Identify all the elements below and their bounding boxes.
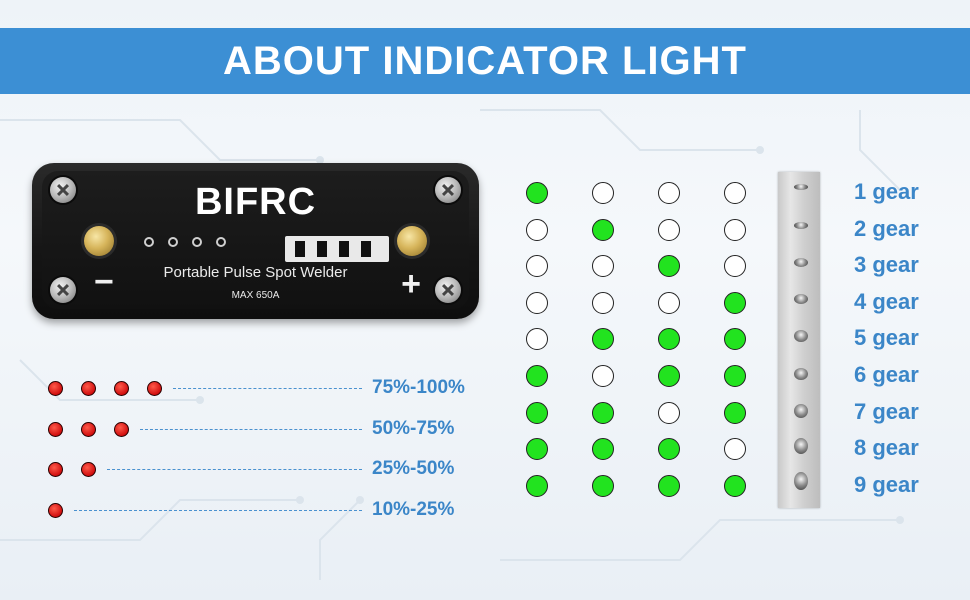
page-title: ABOUT INDICATOR LIGHT <box>223 38 747 83</box>
plus-sign: + <box>401 265 421 303</box>
gear-led-on <box>724 292 746 314</box>
gear-led-on <box>658 475 680 497</box>
weld-spot <box>794 222 808 229</box>
gear-led-off <box>526 219 548 241</box>
gear-label: 4 gear <box>854 289 919 314</box>
indicator-led <box>216 237 226 247</box>
gear-led-on <box>592 219 614 241</box>
gear-led-on <box>526 475 548 497</box>
weld-sample-photo <box>778 172 820 508</box>
weld-spot <box>794 438 808 454</box>
battery-red-led <box>48 503 63 518</box>
battery-red-led <box>114 381 129 396</box>
battery-red-led <box>48 422 63 437</box>
indicator-led <box>192 237 202 247</box>
minus-sign: − <box>94 263 114 301</box>
gear-led-off <box>724 219 746 241</box>
gear-led-on <box>526 182 548 204</box>
gear-led-on <box>526 438 548 460</box>
gear-led-on <box>724 365 746 387</box>
gear-label: 7 gear <box>854 399 919 424</box>
screw-icon <box>50 277 76 303</box>
battery-red-led <box>48 381 63 396</box>
gear-label: 5 gear <box>854 325 919 350</box>
battery-range-label: 50%-75% <box>372 418 455 439</box>
gear-led-off <box>658 219 680 241</box>
gear-led-on <box>658 438 680 460</box>
battery-red-led <box>48 462 63 477</box>
gear-led-on <box>526 402 548 424</box>
gear-led-on <box>592 402 614 424</box>
battery-red-led <box>81 422 96 437</box>
device-rating: MAX 650A <box>231 290 280 301</box>
weld-spot <box>794 294 808 304</box>
gear-led-on <box>592 438 614 460</box>
gear-label: 2 gear <box>854 216 919 241</box>
weld-spot <box>794 258 808 267</box>
gear-led-off <box>724 255 746 277</box>
positive-terminal-icon <box>397 226 427 256</box>
gear-led-on <box>592 475 614 497</box>
battery-range-label: 10%-25% <box>372 499 455 520</box>
device-name: Portable Pulse Spot Welder <box>163 264 348 281</box>
weld-spot <box>794 404 808 418</box>
gear-led-on <box>724 475 746 497</box>
screw-icon <box>435 177 461 203</box>
battery-red-led <box>81 381 96 396</box>
screw-icon <box>435 277 461 303</box>
indicator-led <box>168 237 178 247</box>
battery-red-led <box>81 462 96 477</box>
charging-connector-icon <box>285 236 389 262</box>
gear-led-on <box>658 255 680 277</box>
weld-spot <box>794 368 808 380</box>
weld-spot <box>794 472 808 490</box>
gear-led-off <box>526 255 548 277</box>
header-banner: ABOUT INDICATOR LIGHT <box>0 28 970 94</box>
gear-led-on <box>658 328 680 350</box>
indicator-led <box>144 237 154 247</box>
gear-led-on <box>592 328 614 350</box>
gear-led-off <box>592 255 614 277</box>
gear-led-on <box>724 328 746 350</box>
leader-line <box>140 429 362 430</box>
device-face: BIFRC Portable Pulse Spot Welder MAX 650… <box>42 171 469 309</box>
gear-led-off <box>724 182 746 204</box>
battery-red-led <box>147 381 162 396</box>
battery-range-label: 75%-100% <box>372 377 465 398</box>
gear-label: 1 gear <box>854 179 919 204</box>
gear-led-off <box>658 402 680 424</box>
spot-welder-device: BIFRC Portable Pulse Spot Welder MAX 650… <box>32 163 479 319</box>
gear-led-on <box>526 365 548 387</box>
gear-led-off <box>592 182 614 204</box>
gear-label: 8 gear <box>854 435 919 460</box>
gear-led-off <box>526 292 548 314</box>
gear-led-on <box>658 365 680 387</box>
gear-led-off <box>658 292 680 314</box>
leader-line <box>107 469 362 470</box>
brand-logo: BIFRC <box>194 181 317 223</box>
gear-label: 3 gear <box>854 252 919 277</box>
battery-range-label: 25%-50% <box>372 458 455 479</box>
negative-terminal-icon <box>84 226 114 256</box>
leader-line <box>74 510 362 511</box>
gear-led-off <box>592 292 614 314</box>
leader-line <box>173 388 362 389</box>
gear-led-off <box>526 328 548 350</box>
gear-led-off <box>724 438 746 460</box>
battery-red-led <box>114 422 129 437</box>
screw-icon <box>50 177 76 203</box>
gear-led-off <box>658 182 680 204</box>
gear-led-off <box>592 365 614 387</box>
weld-spot <box>794 330 808 342</box>
weld-spot <box>794 184 808 190</box>
gear-led-on <box>724 402 746 424</box>
gear-label: 6 gear <box>854 362 919 387</box>
gear-label: 9 gear <box>854 472 919 497</box>
